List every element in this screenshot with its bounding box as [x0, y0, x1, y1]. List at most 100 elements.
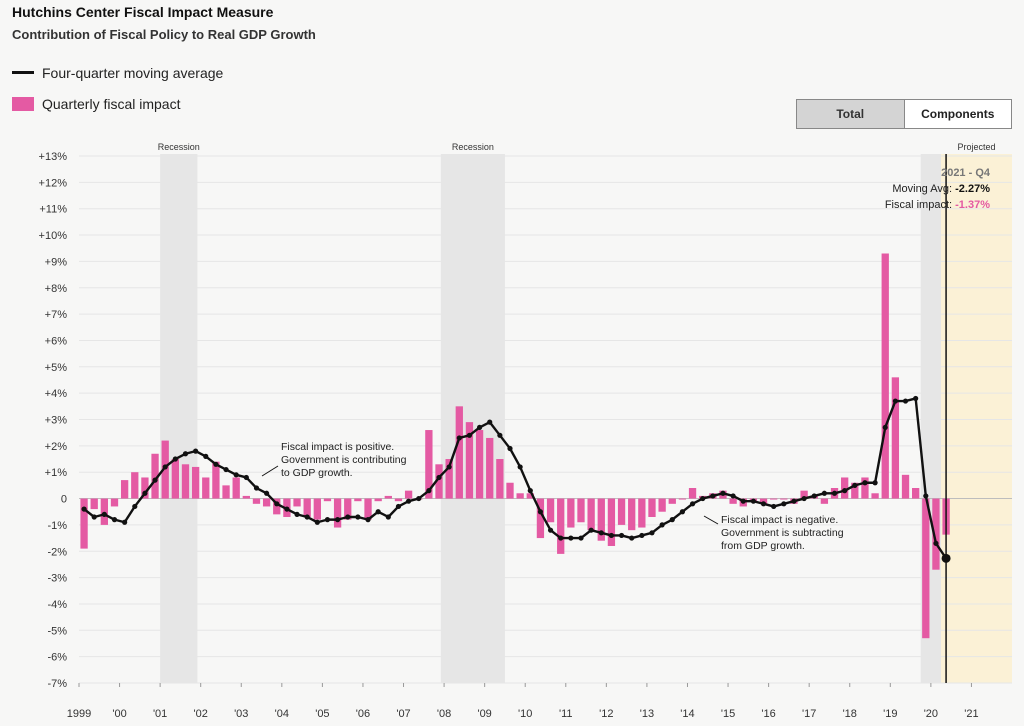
y-tick-label: -5% — [47, 625, 67, 637]
moving-average-point — [172, 456, 178, 462]
moving-average-point — [213, 461, 219, 467]
moving-average-point — [517, 464, 523, 470]
moving-average-point — [487, 419, 493, 425]
annotation-negative-line: Government is subtracting — [721, 527, 844, 539]
moving-average-point — [162, 464, 168, 470]
fiscal-impact-bar — [628, 498, 636, 531]
moving-average-point — [710, 493, 716, 499]
bar-swatch-icon — [12, 96, 34, 111]
fiscal-impact-bar — [80, 498, 88, 549]
moving-average-point — [142, 490, 148, 496]
moving-average-point — [771, 503, 777, 510]
components-button[interactable]: Components — [903, 100, 1011, 128]
fiscal-impact-bar — [131, 472, 139, 499]
fiscal-impact-bar — [759, 498, 768, 504]
x-tick-label: '20 — [924, 708, 938, 720]
moving-average-point — [588, 527, 594, 533]
x-tick-label: '21 — [964, 708, 978, 720]
moving-average-point — [294, 511, 300, 517]
fiscal-impact-bar — [151, 453, 159, 499]
fiscal-impact-bar — [171, 459, 179, 499]
x-tick-label: '19 — [883, 708, 897, 720]
moving-average-point — [223, 466, 229, 473]
moving-average-point — [902, 398, 909, 404]
moving-average-point — [933, 540, 939, 546]
moving-average-point — [689, 501, 696, 507]
annotation-leader-negative — [703, 515, 719, 525]
x-tick-label: 1999 — [67, 708, 91, 720]
fiscal-impact-bar — [841, 477, 849, 499]
fiscal-impact-bar — [435, 464, 443, 499]
fiscal-impact-bar — [577, 498, 585, 523]
annotation-positive-line: Fiscal impact is positive. — [281, 441, 394, 453]
fiscal-impact-bar — [354, 498, 362, 502]
y-tick-label: +7% — [45, 309, 68, 321]
moving-average-point — [801, 495, 807, 502]
fiscal-impact-bar — [496, 459, 504, 499]
moving-average-point — [284, 506, 290, 512]
fiscal-impact-bar — [404, 490, 413, 499]
moving-average-point — [253, 485, 260, 491]
fiscal-impact-bar — [293, 498, 301, 507]
moving-average-point — [233, 472, 239, 478]
moving-average-point — [669, 517, 675, 523]
shaded-region-0 — [160, 154, 198, 683]
total-button[interactable]: Total — [797, 100, 904, 128]
fiscal-impact-bar — [202, 477, 210, 499]
moving-average-point — [760, 501, 767, 507]
annotation-negative-line: from GDP growth. — [721, 540, 805, 552]
fiscal-impact-bar — [851, 482, 859, 499]
fiscal-impact-bar — [273, 498, 281, 515]
moving-average-point — [913, 395, 919, 402]
annotation-leader-positive — [261, 465, 279, 477]
tooltip-avg-label: Moving Avg: — [892, 183, 953, 195]
legend-item-fiscal-impact[interactable]: Quarterly fiscal impact — [12, 88, 223, 119]
hover-tooltip: 2021 - Q4 Moving Avg: -2.27% Fiscal impa… — [860, 165, 990, 213]
moving-average-point — [182, 451, 189, 457]
fiscal-impact-bar — [90, 498, 98, 510]
moving-average-point — [811, 493, 817, 499]
y-tick-label: +2% — [45, 441, 68, 453]
fiscal-impact-bar — [475, 430, 484, 499]
fiscal-impact-bar — [526, 493, 534, 499]
fiscal-impact-bar — [110, 498, 119, 507]
y-tick-label: +5% — [45, 362, 68, 374]
legend-item-moving-average[interactable]: Four-quarter moving average — [12, 57, 223, 88]
fiscal-impact-bar — [333, 498, 342, 528]
y-tick-label: 0 — [61, 494, 67, 506]
fiscal-impact-bar — [638, 498, 646, 528]
fiscal-impact-bar — [344, 498, 352, 520]
moving-average-point — [426, 488, 432, 494]
y-tick-label: +13% — [39, 151, 68, 163]
region-label-0: Recession — [158, 142, 200, 152]
x-tick-label: '10 — [518, 708, 532, 720]
fiscal-impact-bar — [567, 498, 575, 528]
moving-average-point — [476, 424, 483, 431]
annotation-positive-line: Government is contributing — [281, 454, 407, 466]
y-tick-label: -3% — [47, 573, 67, 585]
moving-average-point — [416, 495, 422, 502]
moving-average-point — [608, 532, 615, 539]
y-tick-label: -6% — [47, 652, 67, 664]
tooltip-fiscal-impact: Fiscal impact: -1.37% — [860, 197, 990, 213]
fiscal-impact-bar — [161, 440, 169, 499]
fiscal-impact-bar — [688, 488, 697, 499]
moving-average-point — [679, 509, 686, 515]
x-tick-label: '09 — [477, 708, 491, 720]
fiscal-impact-bar — [557, 498, 565, 554]
fiscal-impact-bar — [506, 482, 514, 499]
moving-average-point — [649, 530, 655, 536]
moving-average-point — [101, 511, 107, 517]
legend: Four-quarter moving average Quarterly fi… — [12, 57, 223, 119]
moving-average-point — [497, 432, 503, 438]
y-tick-label: +1% — [45, 467, 68, 479]
fiscal-impact-bar — [800, 490, 808, 499]
y-tick-label: -7% — [47, 678, 67, 690]
y-tick-label: +9% — [45, 256, 68, 268]
annotation-negative-line: Fiscal impact is negative. — [721, 514, 838, 526]
y-tick-label: -2% — [47, 546, 67, 558]
region-label-3: Projected — [957, 142, 995, 152]
fiscal-impact-bar — [262, 498, 271, 507]
fiscal-impact-bar — [212, 461, 220, 499]
x-tick-label: '12 — [599, 708, 613, 720]
